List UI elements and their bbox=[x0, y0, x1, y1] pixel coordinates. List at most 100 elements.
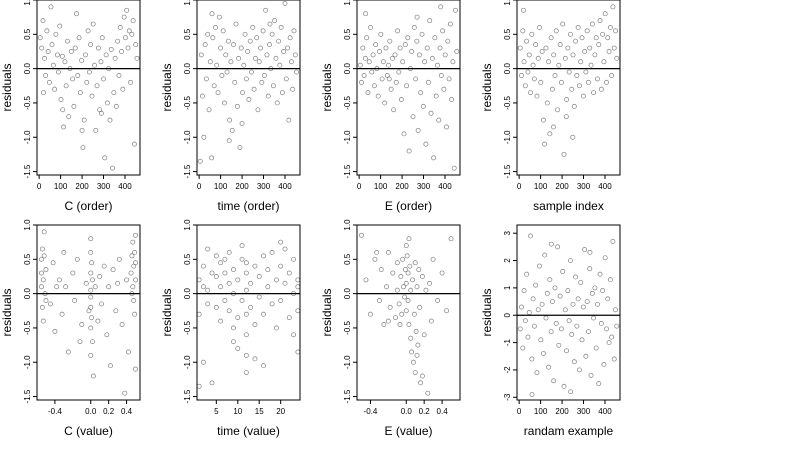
data-point bbox=[124, 7, 130, 13]
data-point bbox=[278, 239, 284, 245]
data-point bbox=[209, 11, 215, 17]
y-tick-label: -1.5 bbox=[343, 164, 352, 178]
data-point bbox=[601, 59, 607, 65]
data-point bbox=[43, 73, 49, 78]
data-point bbox=[243, 352, 249, 358]
data-point bbox=[231, 325, 236, 331]
data-point bbox=[126, 28, 132, 34]
data-point bbox=[418, 380, 424, 386]
data-point bbox=[548, 329, 554, 335]
data-point bbox=[387, 304, 393, 310]
data-point bbox=[269, 31, 275, 37]
data-point bbox=[366, 59, 372, 65]
data-point bbox=[128, 270, 134, 276]
data-point bbox=[531, 323, 537, 329]
data-point bbox=[248, 304, 254, 310]
data-point bbox=[252, 55, 258, 61]
data-point bbox=[287, 35, 293, 41]
data-point bbox=[228, 59, 234, 65]
data-point bbox=[610, 4, 616, 10]
y-tick-label: -1.0 bbox=[23, 355, 32, 369]
data-point bbox=[94, 83, 100, 89]
data-point bbox=[524, 271, 530, 277]
data-point bbox=[453, 7, 458, 13]
y-tick-label: 0.0 bbox=[503, 63, 512, 75]
data-point bbox=[597, 271, 603, 277]
data-point bbox=[267, 21, 273, 27]
x-axis-label: sample index bbox=[533, 199, 604, 213]
y-tick-label: 1.0 bbox=[183, 0, 192, 6]
data-point bbox=[578, 59, 584, 65]
data-point bbox=[286, 117, 292, 123]
data-point bbox=[90, 373, 96, 379]
data-point bbox=[595, 301, 600, 307]
data-point bbox=[63, 83, 69, 89]
data-point bbox=[43, 298, 49, 303]
data-point bbox=[426, 79, 431, 85]
data-point bbox=[364, 35, 370, 41]
data-point bbox=[231, 267, 236, 273]
data-point bbox=[258, 45, 263, 51]
data-point bbox=[101, 76, 106, 82]
data-point bbox=[48, 4, 54, 10]
data-point bbox=[216, 14, 222, 20]
data-point bbox=[571, 359, 577, 365]
data-point bbox=[549, 86, 555, 92]
data-point bbox=[203, 76, 209, 82]
x-tick-label: 0.4 bbox=[437, 407, 449, 416]
data-point bbox=[99, 35, 105, 41]
data-point bbox=[373, 42, 379, 48]
plot-frame bbox=[196, 0, 301, 176]
data-point bbox=[261, 73, 267, 78]
data-point bbox=[409, 49, 415, 54]
data-point bbox=[104, 332, 110, 338]
data-point bbox=[224, 69, 230, 75]
data-point bbox=[435, 62, 440, 68]
data-point bbox=[519, 304, 524, 310]
data-point bbox=[239, 121, 245, 126]
data-point bbox=[557, 293, 563, 299]
data-point bbox=[405, 270, 411, 276]
data-point bbox=[54, 52, 60, 58]
data-point bbox=[517, 45, 523, 51]
y-tick-label: -1.5 bbox=[23, 389, 32, 403]
y-tick-label: -1.0 bbox=[343, 355, 352, 369]
data-point bbox=[89, 260, 95, 266]
y-tick-label: 0.5 bbox=[503, 28, 512, 40]
data-point bbox=[133, 232, 138, 238]
x-tick-label: 400 bbox=[118, 182, 132, 191]
data-point bbox=[413, 76, 419, 82]
data-point bbox=[74, 11, 79, 17]
data-point bbox=[243, 260, 249, 266]
data-point bbox=[59, 53, 65, 59]
data-point bbox=[237, 145, 243, 150]
data-point bbox=[390, 270, 396, 276]
data-point bbox=[397, 322, 403, 327]
data-point bbox=[393, 315, 398, 321]
data-point bbox=[218, 45, 224, 51]
data-point bbox=[379, 76, 385, 82]
y-tick-label: 1.0 bbox=[343, 219, 352, 231]
panel-2: 0 100 200 300 400 -1.5 -1.0 -0.5 0.0 0.5 1.0 time (… bbox=[160, 0, 301, 213]
data-point bbox=[261, 363, 266, 369]
data-point bbox=[596, 42, 602, 48]
data-point bbox=[227, 117, 233, 123]
data-point bbox=[362, 55, 368, 61]
data-point bbox=[587, 266, 593, 272]
y-tick-label: 1 bbox=[503, 285, 512, 290]
data-point bbox=[544, 290, 550, 296]
data-point bbox=[129, 31, 135, 37]
data-point bbox=[591, 90, 597, 96]
data-point bbox=[240, 90, 245, 96]
data-point bbox=[403, 243, 409, 249]
data-point bbox=[212, 25, 218, 30]
data-point bbox=[270, 83, 276, 89]
data-point bbox=[562, 55, 568, 61]
y-tick-label: 0.0 bbox=[343, 288, 352, 300]
data-point bbox=[414, 352, 420, 358]
data-point bbox=[226, 308, 232, 314]
y-tick-label: -1.0 bbox=[183, 355, 192, 369]
data-point bbox=[517, 326, 523, 332]
data-point bbox=[398, 97, 404, 102]
data-point bbox=[588, 372, 594, 378]
